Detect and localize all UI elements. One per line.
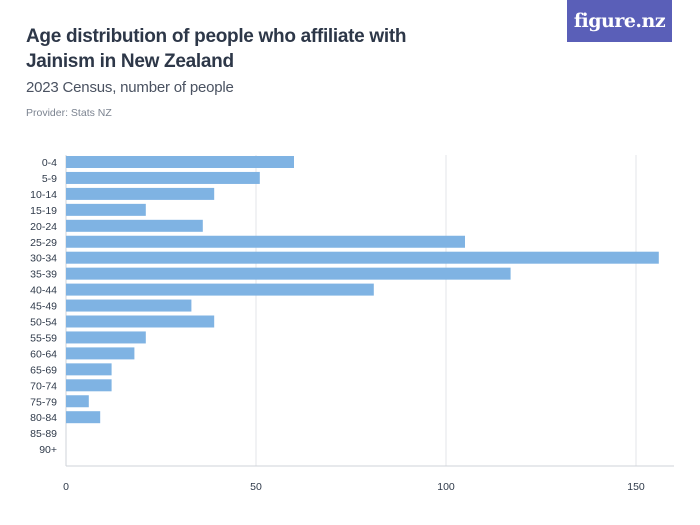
y-tick-label: 50-54 (30, 317, 57, 329)
x-tick-label: 150 (627, 481, 645, 493)
y-tick-label: 65-69 (30, 364, 57, 376)
chart-subtitle: 2023 Census, number of people (26, 79, 234, 96)
bar[interactable] (66, 171, 260, 184)
bar[interactable] (66, 283, 374, 296)
y-tick-label: 40-44 (30, 285, 57, 297)
bar[interactable] (66, 187, 215, 200)
bar[interactable] (66, 331, 146, 344)
x-axis-ticks: 0 50 100 150 (63, 481, 645, 493)
bars (66, 156, 659, 424)
y-tick-label: 85-89 (30, 428, 57, 440)
figure-nz-logo[interactable]: figure.nz (567, 0, 672, 42)
category-labels: 0-4 5-9 10-14 15-19 20-24 25-29 30-34 35-39 40-4… (30, 157, 57, 456)
y-tick-label: 80-84 (30, 412, 57, 424)
x-tick-label: 100 (437, 481, 455, 493)
y-tick-label: 55-59 (30, 332, 57, 344)
y-tick-label: 75-79 (30, 396, 57, 408)
data-provider: Provider: Stats NZ (26, 107, 112, 119)
y-tick-label: 10-14 (30, 189, 57, 201)
y-tick-label: 35-39 (30, 269, 57, 281)
bar[interactable] (66, 363, 112, 376)
y-tick-label: 90+ (39, 444, 57, 456)
bar[interactable] (66, 156, 294, 168)
y-tick-label: 5-9 (42, 173, 57, 185)
bar[interactable] (66, 411, 101, 424)
bar[interactable] (66, 235, 465, 248)
bar[interactable] (66, 379, 112, 392)
bar[interactable] (66, 347, 135, 360)
chart-title: Age distribution of people who affiliate… (26, 26, 407, 72)
bar[interactable] (66, 299, 192, 312)
bar[interactable] (66, 219, 203, 232)
bar[interactable] (66, 251, 659, 264)
y-tick-label: 25-29 (30, 237, 57, 249)
y-tick-label: 20-24 (30, 221, 57, 233)
y-tick-label: 30-34 (30, 253, 57, 265)
x-tick-label: 0 (63, 481, 69, 493)
bar[interactable] (66, 315, 215, 328)
y-tick-label: 45-49 (30, 301, 57, 313)
bar[interactable] (66, 395, 89, 408)
y-tick-label: 0-4 (42, 157, 57, 169)
y-tick-label: 70-74 (30, 380, 57, 392)
y-tick-label: 60-64 (30, 348, 57, 360)
bar[interactable] (66, 267, 511, 280)
bar[interactable] (66, 203, 146, 216)
x-tick-label: 50 (250, 481, 262, 493)
y-tick-label: 15-19 (30, 205, 57, 217)
